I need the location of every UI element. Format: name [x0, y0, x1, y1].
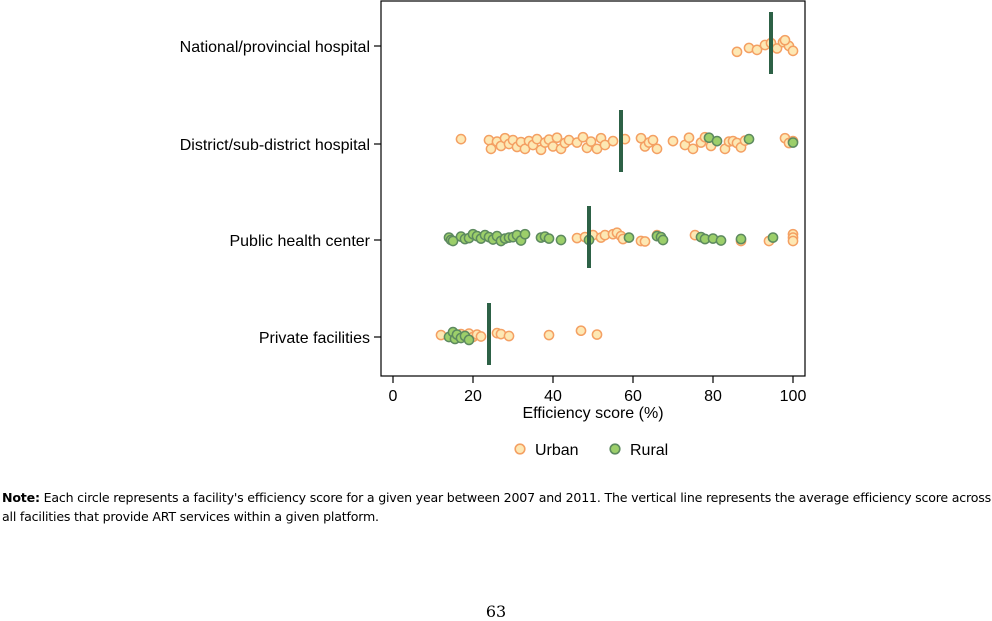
rural-point	[767, 232, 779, 243]
x-axis-title: Efficiency score (%)	[522, 405, 663, 422]
figure-note: Note: Each circle represents a facility'…	[2, 488, 992, 526]
urban-point	[591, 329, 603, 340]
legend-urban-label: Urban	[535, 442, 579, 459]
x-tick-label: 60	[624, 388, 642, 405]
urban-point	[455, 133, 467, 145]
y-tick-label: National/provincial hospital	[180, 39, 370, 56]
rural-point	[711, 135, 723, 147]
urban-point	[667, 135, 679, 147]
urban-point	[485, 143, 497, 155]
x-axis: 0 20 40 60 80 100	[389, 376, 807, 405]
rural-point	[555, 234, 567, 246]
urban-point	[475, 331, 487, 342]
rural-point	[463, 334, 475, 346]
rural-point	[715, 235, 727, 246]
urban-point	[683, 132, 695, 144]
rural-point	[743, 133, 755, 145]
legend: Urban Rural	[514, 442, 668, 459]
rural-point	[735, 233, 747, 245]
urban-point	[779, 34, 791, 46]
rural-point	[519, 228, 531, 240]
y-axis: National/provincial hospital District/sub…	[180, 39, 381, 347]
x-tick-label: 20	[464, 388, 482, 405]
rural-point	[543, 233, 555, 244]
mean-lines	[487, 12, 773, 365]
urban-point	[607, 135, 619, 147]
urban-point	[543, 329, 555, 341]
y-tick-label: District/sub-district hospital	[180, 137, 370, 154]
x-tick-label: 100	[780, 388, 807, 405]
legend-rural-label: Rural	[630, 442, 668, 459]
x-tick-label: 80	[704, 388, 722, 405]
urban-point	[651, 143, 663, 155]
rural-point	[447, 235, 459, 247]
y-tick-label: Public health center	[229, 233, 370, 250]
rural-point	[787, 137, 799, 148]
note-text: Each circle represents a facility's effi…	[2, 490, 991, 524]
urban-point	[639, 236, 651, 247]
rural-point	[623, 232, 635, 243]
data-points	[435, 34, 799, 346]
note-label: Note:	[2, 490, 40, 505]
legend-urban-marker	[514, 443, 526, 455]
urban-point	[687, 143, 699, 155]
legend-rural-marker	[609, 443, 621, 455]
urban-point	[731, 46, 743, 58]
urban-point	[585, 136, 597, 147]
urban-point	[647, 134, 659, 146]
urban-point	[751, 44, 763, 56]
plot-frame	[380, 0, 806, 377]
urban-point	[787, 235, 799, 247]
efficiency-chart: National/provincial hospital District/sub…	[180, 0, 807, 459]
page-number: 63	[485, 602, 507, 621]
urban-point	[503, 330, 515, 342]
urban-point	[577, 131, 589, 143]
urban-point	[635, 132, 647, 144]
y-tick-label: Private facilities	[259, 330, 370, 347]
urban-point	[575, 325, 587, 337]
x-tick-label: 40	[544, 388, 562, 405]
urban-point	[787, 45, 799, 57]
x-tick-label: 0	[389, 388, 398, 405]
urban-point	[551, 132, 563, 144]
rural-point	[657, 234, 669, 246]
